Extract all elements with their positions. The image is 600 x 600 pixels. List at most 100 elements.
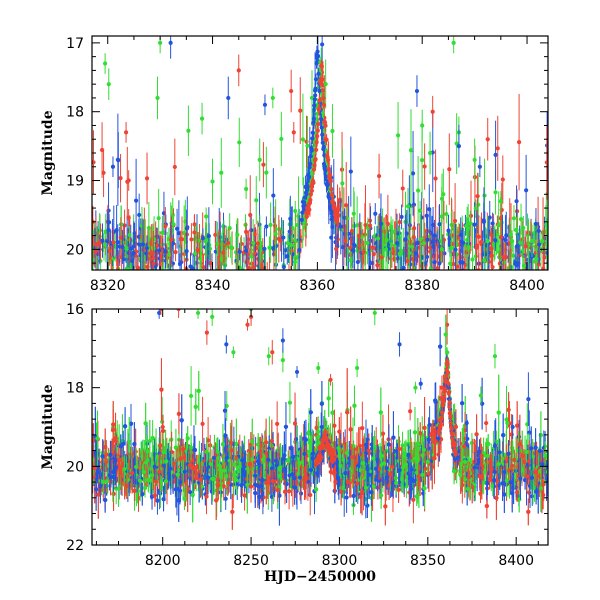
data-point (466, 245, 470, 249)
data-point (274, 232, 278, 236)
data-point (320, 133, 324, 137)
data-point (491, 221, 495, 225)
data-point (279, 137, 283, 141)
y-tick-label: 18 (66, 105, 84, 121)
data-point (541, 230, 545, 234)
data-point (308, 198, 312, 202)
data-point (296, 214, 300, 218)
data-point (324, 82, 328, 86)
data-point (262, 247, 266, 251)
data-point (154, 271, 158, 275)
data-point (447, 167, 451, 171)
data-point (317, 107, 321, 111)
data-point (482, 258, 486, 262)
data-point (313, 87, 317, 91)
data-point (160, 420, 164, 424)
data-point (521, 226, 525, 230)
data-point (127, 178, 131, 182)
x-tick-label: 8320 (90, 278, 126, 294)
data-point (444, 212, 448, 216)
data-point (524, 271, 528, 275)
data-point (415, 89, 419, 93)
data-point (273, 224, 277, 228)
data-point (258, 158, 262, 162)
light-curve-figure: 8320834083608380840017181920 Magnitude 8… (0, 0, 600, 600)
data-point (281, 235, 285, 239)
data-point (343, 239, 347, 243)
data-point (458, 260, 462, 264)
data-point (327, 196, 331, 200)
data-point (335, 220, 339, 224)
data-point (216, 271, 220, 275)
data-point (375, 263, 379, 267)
data-point (476, 194, 480, 198)
data-point (321, 96, 325, 100)
data-point (446, 228, 450, 232)
data-point (450, 284, 454, 288)
data-point (352, 244, 356, 248)
data-point (120, 245, 124, 249)
data-point (230, 246, 234, 250)
data-point (460, 270, 464, 274)
data-point (101, 171, 105, 175)
data-point (237, 68, 241, 72)
data-point (141, 242, 145, 246)
data-point (289, 243, 293, 247)
data-point (468, 221, 472, 225)
data-point (367, 271, 371, 275)
data-point (537, 242, 541, 246)
y-tick-label: 20 (66, 242, 84, 258)
data-point (163, 285, 167, 289)
data-point (287, 281, 291, 285)
data-point (173, 165, 177, 169)
data-point (340, 181, 344, 185)
data-point (420, 158, 424, 162)
data-point (300, 218, 304, 222)
data-point (425, 229, 429, 233)
data-point (457, 273, 461, 277)
data-point (308, 162, 312, 166)
data-point (482, 193, 486, 197)
data-point (398, 220, 402, 224)
data-point (466, 226, 470, 230)
data-point (529, 253, 533, 257)
data-point (316, 128, 320, 132)
data-point (201, 236, 205, 240)
data-point (334, 247, 338, 251)
data-point (482, 220, 486, 224)
data-point (261, 163, 265, 167)
data-point (271, 96, 275, 100)
data-point (409, 148, 413, 152)
data-point (474, 206, 478, 210)
data-point (118, 176, 122, 180)
data-point (496, 146, 500, 150)
data-point (344, 203, 348, 207)
data-point (155, 96, 159, 100)
data-point (171, 241, 175, 245)
data-point (314, 61, 318, 65)
data-point (240, 282, 244, 286)
data-point (329, 187, 333, 191)
data-point (210, 179, 214, 183)
data-point (350, 229, 354, 233)
data-point (497, 223, 501, 227)
data-point (465, 437, 469, 441)
data-point (226, 241, 230, 245)
data-point (416, 188, 420, 192)
data-point (204, 239, 208, 243)
data-point (499, 199, 503, 203)
data-point (318, 98, 322, 102)
data-point (416, 241, 420, 245)
data-point (437, 222, 441, 226)
data-point (111, 240, 115, 244)
data-point (238, 250, 242, 254)
data-point (398, 252, 402, 256)
data-point (423, 301, 427, 305)
data-point (226, 96, 230, 100)
data-point (410, 245, 414, 249)
data-point (322, 103, 326, 107)
data-point (406, 259, 410, 263)
data-point (373, 212, 377, 216)
data-point (320, 77, 324, 81)
data-point (402, 266, 406, 270)
